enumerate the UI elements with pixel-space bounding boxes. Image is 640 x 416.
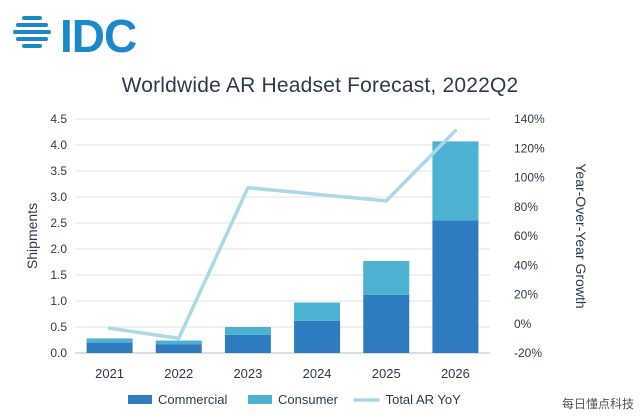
y2-tick-label: 120% [514,141,545,155]
bar-consumer-2025 [363,260,410,295]
x-tick-label: 2025 [372,366,401,381]
bar-consumer-2026 [432,141,479,221]
y-tick-label: 0.0 [50,346,67,360]
bar-commercial-2026 [432,220,479,353]
y2-tick-label: 140% [514,112,545,126]
legend-swatch-consumer [248,395,272,404]
y2-axis-title: Year-Over-Year Growth [573,163,589,308]
y2-tick-label: 60% [514,229,538,243]
idc-logo-text: IDC [60,10,137,62]
y-axis-title: Shipments [24,203,40,269]
bar-commercial-2025 [363,294,410,353]
legend-label-consumer: Consumer [278,392,339,407]
y-tick-label: 1.5 [50,268,67,282]
x-tick-label: 2022 [164,366,193,381]
y2-tick-label: -20% [514,346,542,360]
y-tick-label: 2.0 [50,242,67,256]
x-tick-label: 2023 [233,366,262,381]
legend-label-commercial: Commercial [158,392,227,407]
y2-tick-label: 20% [514,288,538,302]
bar-consumer-2024 [294,302,341,321]
y-tick-label: 1.0 [50,294,67,308]
bar-commercial-2022 [155,344,202,353]
idc-globe-icon [13,16,51,48]
x-tick-label: 2026 [441,366,470,381]
chart-title: Worldwide AR Headset Forecast, 2022Q2 [121,74,519,97]
y-tick-label: 3.0 [50,190,67,204]
bar-commercial-2024 [294,320,341,353]
x-tick-label: 2021 [95,366,124,381]
y-tick-label: 2.5 [50,216,67,230]
y2-tick-label: 80% [514,200,538,214]
bar-commercial-2021 [86,342,133,353]
y-tick-label: 0.5 [50,320,67,334]
y-tick-label: 3.5 [50,164,67,178]
bar-consumer-2023 [224,327,271,335]
y2-tick-label: 0% [514,317,532,331]
idc-logo: IDC [8,4,148,62]
bar-commercial-2023 [224,334,271,353]
y-tick-label: 4.0 [50,138,67,152]
legend-swatch-commercial [128,395,152,404]
bar-consumer-2021 [86,338,133,343]
x-tick-label: 2024 [303,366,332,381]
y2-tick-label: 100% [514,171,545,185]
legend-label-yoy: Total AR YoY [386,392,461,407]
y2-tick-label: 40% [514,258,538,272]
watermark-text: 每日懂点科技 [561,397,634,411]
y-tick-label: 4.5 [50,112,67,126]
bar-consumer-2022 [155,340,202,345]
